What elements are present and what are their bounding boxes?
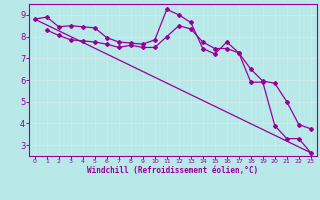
X-axis label: Windchill (Refroidissement éolien,°C): Windchill (Refroidissement éolien,°C) <box>87 166 258 175</box>
